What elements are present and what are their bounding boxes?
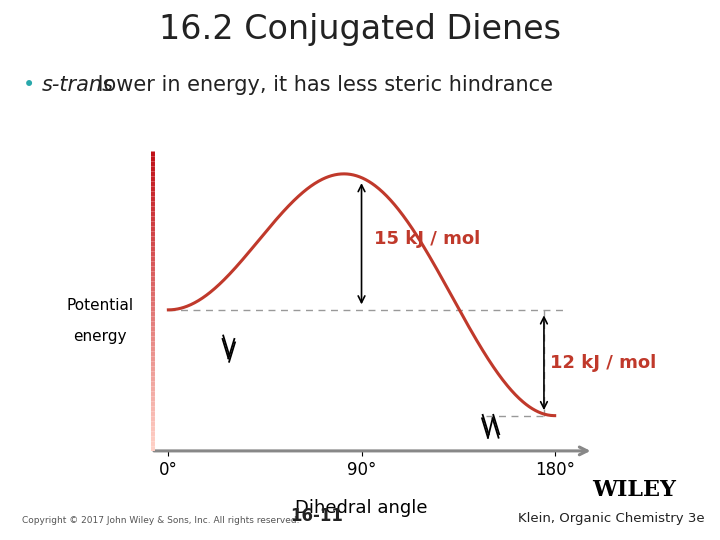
- Text: lower in energy, it has less steric hindrance: lower in energy, it has less steric hind…: [91, 75, 553, 94]
- Text: 12 kJ / mol: 12 kJ / mol: [550, 354, 657, 372]
- Text: Copyright © 2017 John Wiley & Sons, Inc. All rights reserved.: Copyright © 2017 John Wiley & Sons, Inc.…: [22, 516, 299, 525]
- Text: Klein, Organic Chemistry 3e: Klein, Organic Chemistry 3e: [518, 512, 705, 525]
- Text: 15 kJ / mol: 15 kJ / mol: [374, 231, 481, 248]
- Text: 16-11: 16-11: [290, 507, 343, 525]
- Text: energy: energy: [73, 329, 127, 344]
- Text: •: •: [23, 75, 35, 94]
- Text: WILEY: WILEY: [592, 479, 675, 501]
- Text: Potential: Potential: [66, 298, 133, 313]
- Text: 16.2 Conjugated Dienes: 16.2 Conjugated Dienes: [159, 14, 561, 46]
- Text: Dihedral angle: Dihedral angle: [295, 500, 428, 517]
- Text: s-trans: s-trans: [42, 75, 114, 94]
